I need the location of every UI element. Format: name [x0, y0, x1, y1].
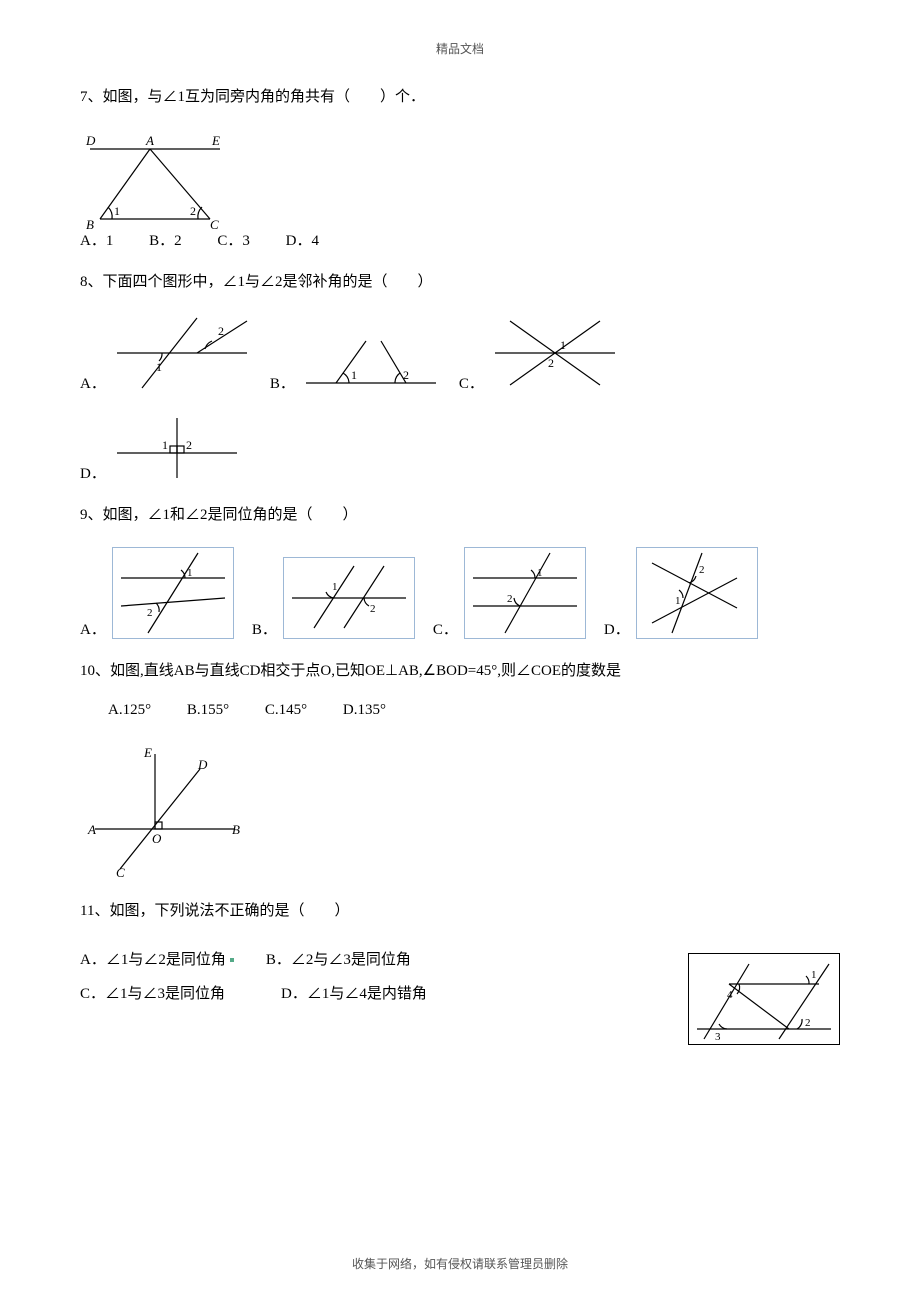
q9-text: 9、如图，∠1和∠2是同位角的是（ ） — [80, 503, 840, 529]
q10-figure: E D A O B C — [80, 739, 840, 879]
svg-text:3: 3 — [715, 1031, 721, 1043]
q9-fig-D: 2 1 — [636, 547, 758, 639]
q7-figure: D A E B C 1 2 — [80, 129, 840, 229]
q9-fig-C: 1 2 — [464, 547, 586, 639]
svg-text:2: 2 — [370, 603, 376, 615]
svg-text:4: 4 — [727, 989, 733, 1001]
svg-text:1: 1 — [560, 338, 566, 352]
q7-opt-B: B．2 — [149, 229, 182, 250]
svg-text:1: 1 — [675, 595, 681, 607]
svg-text:2: 2 — [548, 356, 554, 370]
svg-text:1: 1 — [332, 581, 338, 593]
svg-text:1: 1 — [351, 368, 357, 382]
q8-fig-C: 1 2 — [490, 313, 620, 393]
q8-fig-D: 1 2 — [112, 413, 242, 483]
q10-opt-A: A.125° — [108, 702, 151, 719]
page-header: 精品文档 — [80, 40, 840, 57]
q9-figures: A． 1 2 B． — [80, 547, 840, 639]
q7-opt-C: C．3 — [217, 229, 250, 250]
q9-fig-B: 1 2 — [283, 557, 415, 639]
q8-text: 8、下面四个图形中，∠1与∠2是邻补角的是（ ） — [80, 270, 840, 296]
q9-label-B: B． — [252, 618, 277, 639]
svg-text:A: A — [87, 822, 96, 837]
q11-opts-line1: A．∠1与∠2是同位角B．∠2与∠3是同位角 — [80, 943, 668, 978]
svg-text:2: 2 — [147, 607, 153, 619]
q10-text: 10、如图,直线AB与直线CD相交于点O,已知OE⊥AB,∠BOD=45°,则∠… — [80, 659, 840, 685]
q9-label-A: A． — [80, 618, 106, 639]
q8-label-B: B． — [270, 372, 295, 393]
q8-label-A: A． — [80, 372, 106, 393]
q10-options: A.125° B.155° C.145° D.135° — [80, 702, 840, 719]
q11-figure: 1 4 3 2 — [688, 953, 840, 1045]
q10-opt-B: B.155° — [187, 702, 229, 719]
svg-text:2: 2 — [805, 1017, 811, 1029]
q7-label-E: E — [211, 133, 220, 148]
q7-label-D: D — [85, 133, 96, 148]
svg-text:1: 1 — [537, 567, 543, 579]
q9-label-C: C． — [433, 618, 458, 639]
q7-angle-1: 1 — [114, 204, 120, 218]
q10-opt-D: D.135° — [343, 702, 386, 719]
svg-text:2: 2 — [507, 593, 513, 605]
q7-options: A．1 B．2 C．3 D．4 — [80, 229, 840, 250]
svg-text:1: 1 — [156, 360, 162, 374]
q8-figures-row1: A． 1 2 B． — [80, 313, 840, 393]
q10-opt-C: C.145° — [265, 702, 307, 719]
q8-label-C: C． — [459, 372, 484, 393]
page-footer: 收集于网络，如有侵权请联系管理员删除 — [0, 1255, 920, 1272]
q9-fig-A: 1 2 — [112, 547, 234, 639]
q8-fig-A: 1 2 — [112, 313, 252, 393]
q7-opt-A: A．1 — [80, 229, 113, 250]
marker-dot — [230, 958, 234, 962]
svg-text:1: 1 — [162, 438, 168, 452]
q11-text: 11、如图，下列说法不正确的是（ ） — [80, 899, 840, 925]
svg-text:E: E — [143, 745, 152, 760]
svg-text:2: 2 — [403, 368, 409, 382]
svg-text:O: O — [152, 831, 162, 846]
q7-text: 7、如图，与∠1互为同旁内角的角共有（ ）个． — [80, 85, 840, 111]
svg-text:B: B — [232, 822, 240, 837]
svg-text:2: 2 — [699, 564, 705, 576]
svg-text:1: 1 — [187, 567, 193, 579]
q7-label-C: C — [210, 217, 219, 229]
q9-label-D: D． — [604, 618, 630, 639]
q8-label-D: D． — [80, 462, 106, 483]
q7-label-A: A — [145, 133, 154, 148]
svg-text:2: 2 — [186, 438, 192, 452]
q8-figures-row2: D． 1 2 — [80, 413, 840, 483]
svg-text:2: 2 — [218, 324, 224, 338]
q8-fig-B: 1 2 — [301, 333, 441, 393]
svg-text:D: D — [197, 757, 208, 772]
svg-text:C: C — [116, 865, 125, 879]
q7-label-B: B — [86, 217, 94, 229]
q7-angle-2: 2 — [190, 204, 196, 218]
svg-text:1: 1 — [811, 969, 817, 981]
q7-opt-D: D．4 — [286, 229, 319, 250]
q11-opts-line2: C．∠1与∠3是同位角D．∠1与∠4是内错角 — [80, 977, 668, 1012]
